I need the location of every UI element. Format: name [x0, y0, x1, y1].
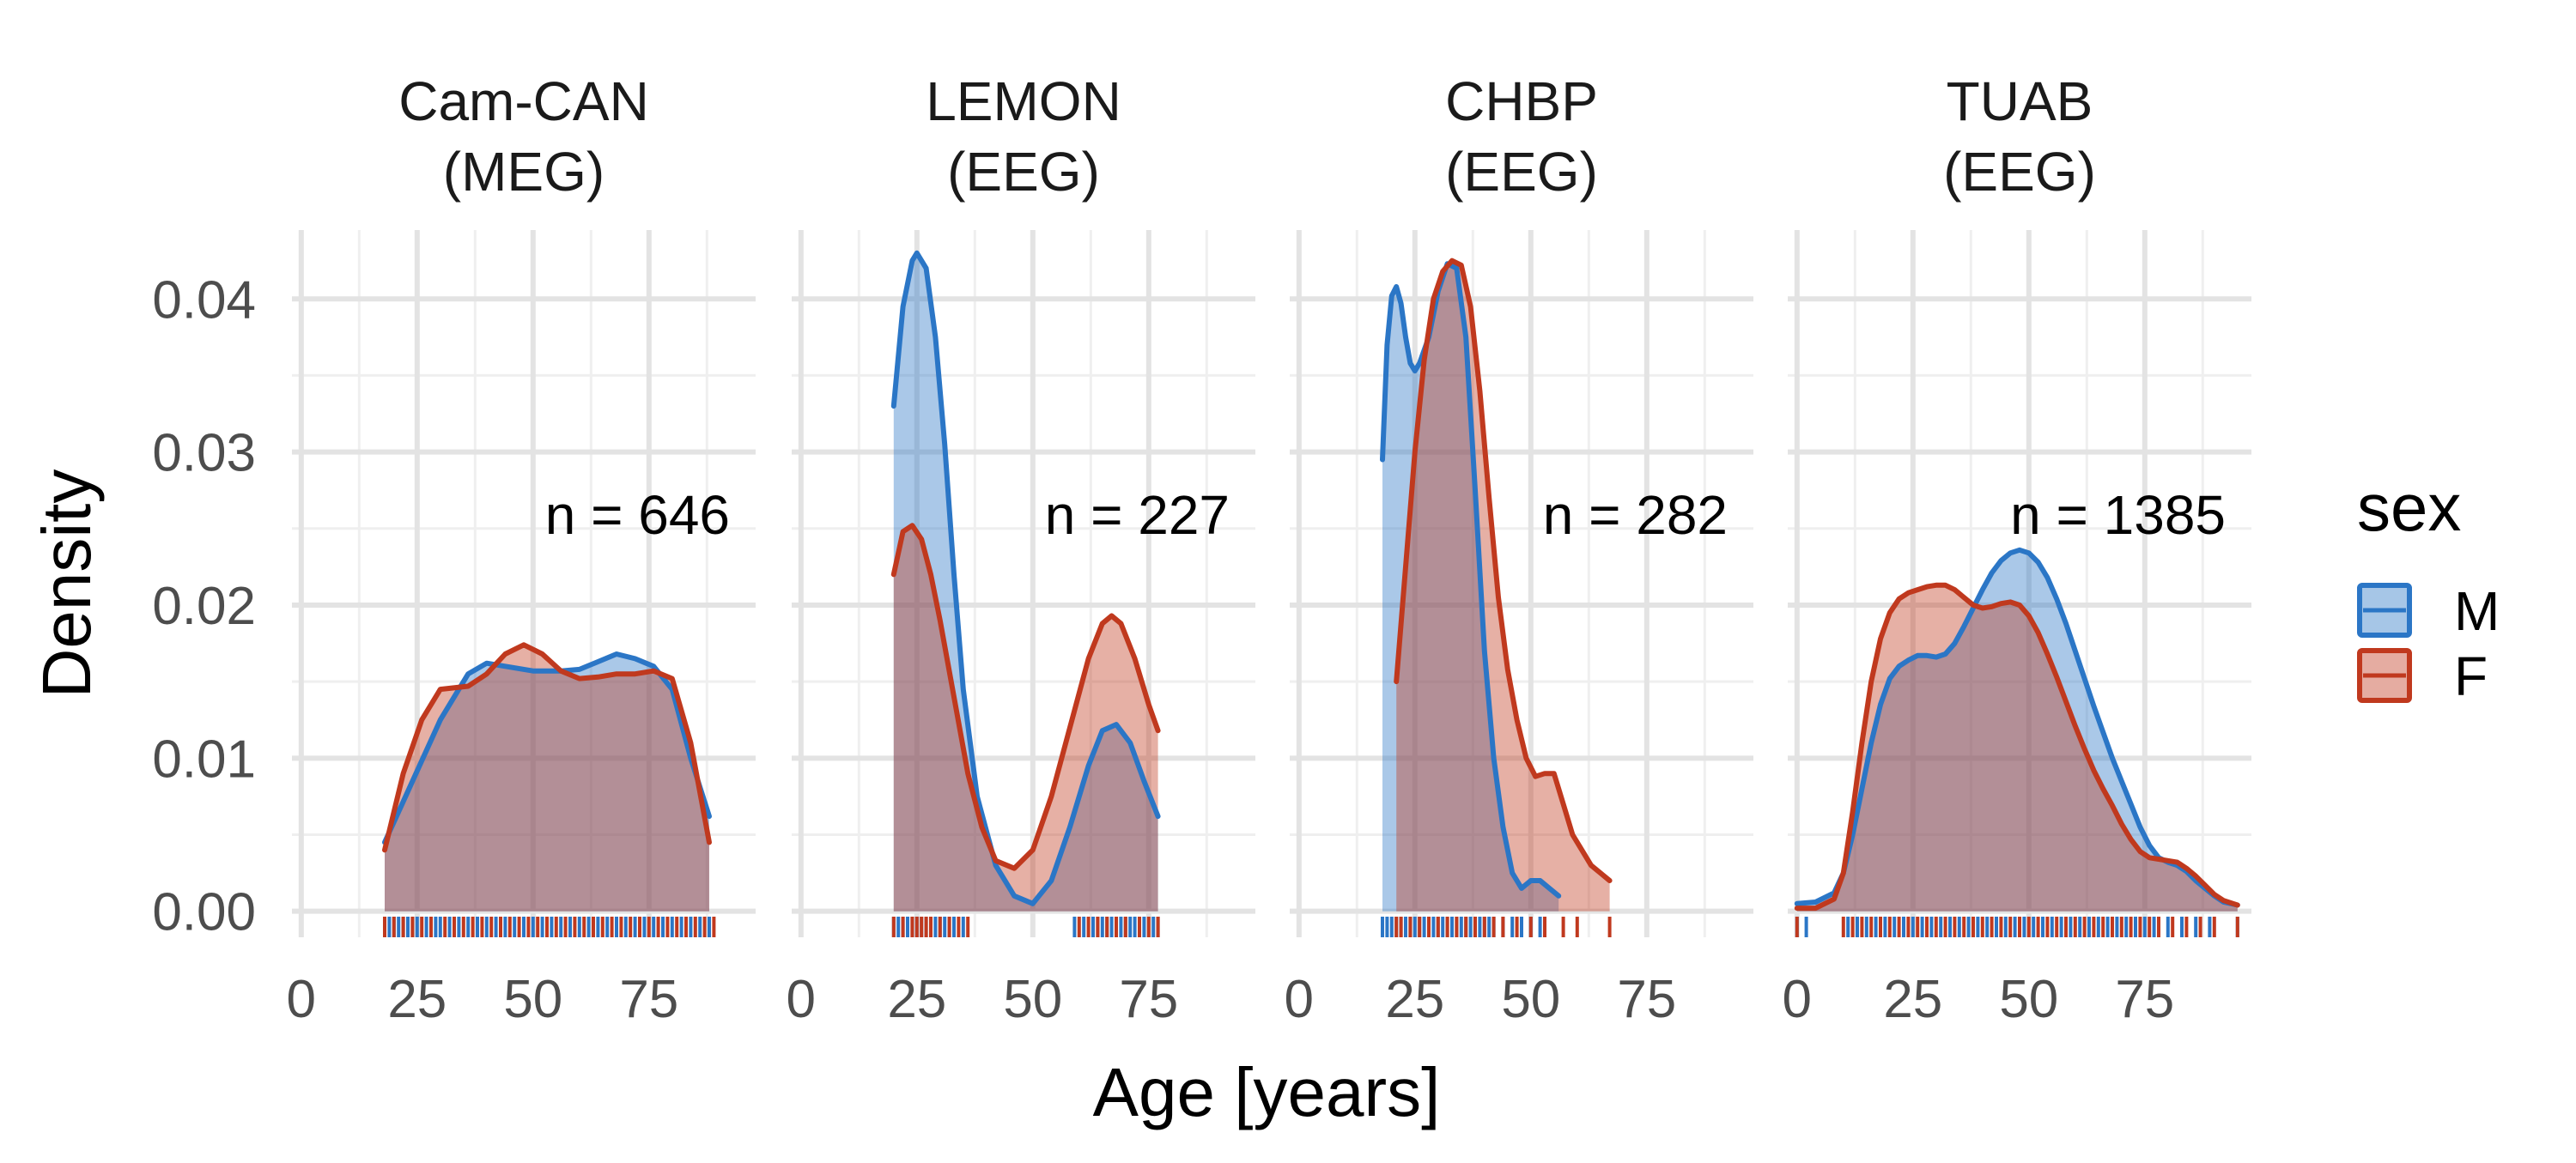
- x-tick-label: 75: [619, 970, 678, 1029]
- y-tick-label: 0.03: [152, 424, 256, 483]
- density-line-m: [382, 651, 712, 845]
- x-tick-label: 75: [2115, 970, 2174, 1029]
- x-tick-label: 0: [1285, 970, 1314, 1029]
- x-tick-label: 25: [1385, 970, 1444, 1029]
- y-tick-label: 0.00: [152, 883, 256, 942]
- x-tick-label: 75: [1617, 970, 1676, 1029]
- density-line-m: [1380, 261, 1562, 899]
- x-tick-label: 50: [1003, 970, 1062, 1029]
- density-line-f: [890, 523, 1161, 871]
- density-area-f: [1396, 260, 1610, 912]
- y-tick-label: 0.02: [152, 577, 256, 636]
- density-line-m: [890, 250, 1161, 906]
- x-tick-label: 0: [287, 970, 316, 1029]
- legend-label-m: M: [2454, 580, 2500, 642]
- density-line-f: [1794, 582, 2240, 912]
- facet-subtitle: (EEG): [1445, 141, 1598, 203]
- x-tick-label: 50: [1501, 970, 1560, 1029]
- facet-panel: LEMON (EEG) 0 25 50 75 n = 227: [787, 70, 1255, 1029]
- legend-title: sex: [2357, 469, 2461, 545]
- density-line-f: [1394, 257, 1613, 883]
- x-tick-label: 25: [387, 970, 447, 1029]
- density-line-f: [382, 642, 712, 853]
- facet-subtitle: (EEG): [947, 141, 1100, 203]
- facet-title: LEMON: [926, 70, 1121, 132]
- facet-title: CHBP: [1445, 70, 1598, 132]
- y-axis-title: Density: [28, 469, 105, 699]
- y-tick-label: 0.01: [152, 730, 256, 789]
- x-tick-label: 50: [1999, 970, 2058, 1029]
- x-axis-title: Age [years]: [1093, 1054, 1441, 1130]
- legend-label-f: F: [2454, 645, 2488, 707]
- x-tick-label: 50: [503, 970, 562, 1029]
- density-area-f: [893, 525, 1158, 912]
- facet-title: TUAB: [1947, 70, 2093, 132]
- facet-panel: Cam-CAN (MEG) 0 25 50 75 n = 646: [287, 70, 756, 1029]
- density-area-m: [1382, 263, 1559, 912]
- facet-title: Cam-CAN: [398, 70, 649, 132]
- sample-size-label: n = 282: [1543, 484, 1728, 546]
- density-area-f: [385, 645, 709, 912]
- y-tick-label: 0.04: [152, 270, 256, 330]
- x-tick-label: 75: [1119, 970, 1178, 1029]
- x-tick-label: 25: [1883, 970, 1942, 1029]
- legend: sex M F: [2357, 469, 2500, 707]
- y-axis: 0.00 0.01 0.02 0.03 0.04: [152, 270, 256, 942]
- facet-panel: TUAB (EEG) 0 25 50 75 n = 1385: [1783, 70, 2251, 1029]
- density-area-m: [893, 252, 1158, 912]
- x-tick-label: 25: [887, 970, 946, 1029]
- facet-panel: CHBP (EEG) 0 25 50 75 n = 282: [1285, 70, 1753, 1029]
- facet-subtitle: (MEG): [443, 141, 605, 203]
- sample-size-label: n = 1385: [2010, 484, 2226, 546]
- sample-size-label: n = 646: [545, 484, 730, 546]
- density-area-m: [385, 654, 709, 912]
- x-tick-label: 0: [787, 970, 816, 1029]
- sample-size-label: n = 227: [1045, 484, 1230, 546]
- facet-subtitle: (EEG): [1943, 141, 2096, 203]
- facets-layer: Cam-CAN (MEG) 0 25 50 75 n = 646 LEMON (EEG) 0 25 5…: [287, 70, 2251, 1029]
- density-area-m: [1796, 549, 2238, 912]
- density-area-f: [1796, 585, 2238, 912]
- x-tick-label: 0: [1783, 970, 1812, 1029]
